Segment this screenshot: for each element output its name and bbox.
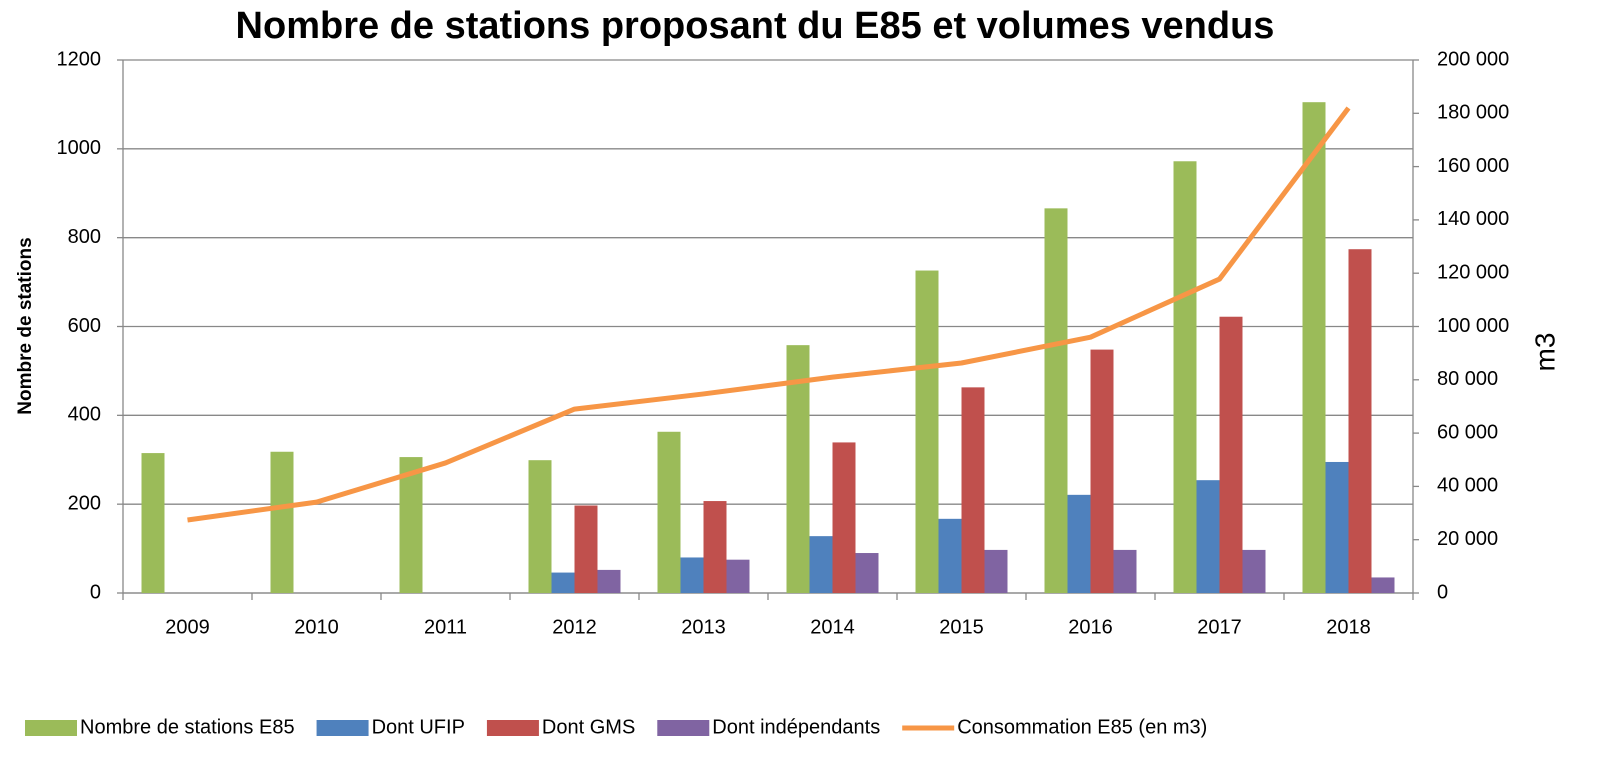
x-tick-label: 2015 xyxy=(939,616,984,638)
bar xyxy=(726,559,750,593)
y2-tick-label: 60 000 xyxy=(1437,421,1498,443)
bar xyxy=(786,345,810,593)
bar xyxy=(1348,249,1372,593)
legend-label: Nombre de stations E85 xyxy=(80,716,295,738)
x-tick-label: 2010 xyxy=(294,616,339,638)
legend-label: Dont UFIP xyxy=(372,716,465,738)
bar xyxy=(141,453,165,593)
bar xyxy=(1242,549,1266,593)
bar xyxy=(597,569,621,593)
y-tick-label: 600 xyxy=(68,315,101,337)
y-tick-label: 0 xyxy=(90,581,101,603)
bar xyxy=(984,549,1008,593)
bar xyxy=(809,536,833,593)
y-tick-label: 800 xyxy=(68,226,101,248)
bar xyxy=(832,442,856,593)
bar xyxy=(657,431,681,593)
legend-swatch xyxy=(486,720,539,736)
y2-tick-label: 20 000 xyxy=(1437,528,1498,550)
x-tick-label: 2011 xyxy=(424,616,467,638)
bar xyxy=(1113,549,1137,593)
bar xyxy=(915,270,939,593)
bar xyxy=(938,518,962,593)
y-tick-label: 1000 xyxy=(57,137,102,159)
bar xyxy=(1196,480,1220,593)
bar xyxy=(680,557,704,593)
bar xyxy=(1090,349,1114,593)
x-tick-label: 2014 xyxy=(810,616,855,638)
x-tick-label: 2017 xyxy=(1197,616,1242,638)
bar xyxy=(855,553,879,593)
y2-tick-label: 0 xyxy=(1437,581,1448,603)
bar xyxy=(961,387,985,593)
legend-label: Consommation E85 (en m3) xyxy=(957,716,1207,738)
legend-swatch xyxy=(657,720,710,736)
bar xyxy=(1044,208,1068,593)
bar xyxy=(1371,577,1395,593)
y2-axis-label: m3 xyxy=(1529,333,1560,372)
x-tick-label: 2009 xyxy=(165,616,210,638)
x-tick-label: 2012 xyxy=(552,616,597,638)
bar xyxy=(528,460,552,593)
bar xyxy=(399,457,423,593)
bar xyxy=(574,505,598,593)
y2-tick-label: 140 000 xyxy=(1437,208,1509,230)
x-tick-label: 2018 xyxy=(1326,616,1371,638)
y2-tick-label: 120 000 xyxy=(1437,261,1509,283)
bar xyxy=(1173,161,1197,593)
bar xyxy=(551,572,575,593)
bar xyxy=(1325,461,1349,593)
y-tick-label: 400 xyxy=(68,404,101,426)
y2-tick-label: 180 000 xyxy=(1437,102,1509,124)
y2-tick-label: 100 000 xyxy=(1437,315,1509,337)
y-tick-label: 200 xyxy=(68,492,101,514)
y2-tick-label: 80 000 xyxy=(1437,368,1498,390)
bar xyxy=(1219,316,1243,593)
y2-tick-label: 160 000 xyxy=(1437,155,1509,177)
legend-label: Dont GMS xyxy=(542,716,635,738)
x-tick-label: 2013 xyxy=(681,616,726,638)
y2-tick-label: 200 000 xyxy=(1437,48,1509,70)
bar xyxy=(1302,102,1326,593)
y-tick-label: 1200 xyxy=(57,48,102,70)
y-axis-label: Nombre de stations xyxy=(15,237,36,414)
bar xyxy=(1067,494,1091,593)
bar xyxy=(703,501,727,593)
legend-label: Dont indépendants xyxy=(712,716,880,738)
bar xyxy=(270,451,294,593)
y2-tick-label: 40 000 xyxy=(1437,475,1498,497)
line xyxy=(187,106,1351,523)
chart-title: Nombre de stations proposant du E85 et v… xyxy=(236,5,1275,47)
legend-swatch xyxy=(25,720,77,736)
legend-swatch xyxy=(316,720,369,736)
x-tick-label: 2016 xyxy=(1068,616,1113,638)
